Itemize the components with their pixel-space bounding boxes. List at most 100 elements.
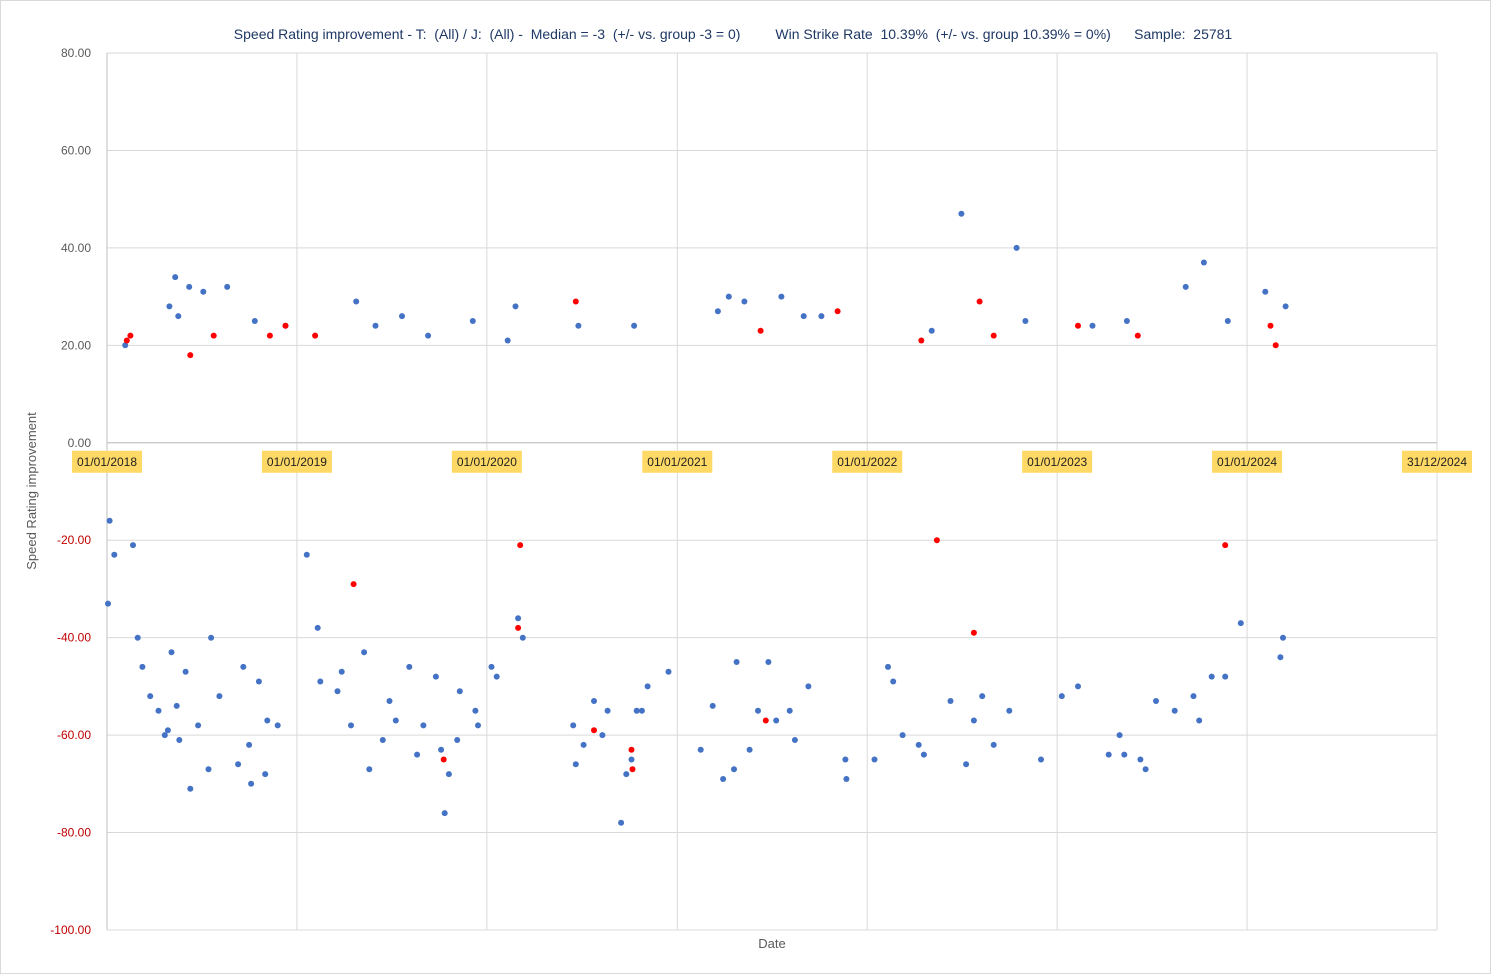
runner-point	[1171, 707, 1178, 714]
x-tick-label: 01/01/2022	[837, 455, 897, 469]
runner-point	[1200, 259, 1207, 266]
runner-point	[334, 688, 341, 695]
chart-title: Speed Rating improvement - T: (All) / J:…	[234, 26, 1233, 42]
runner-point	[633, 707, 640, 714]
runner-point	[168, 649, 175, 656]
runner-point	[1190, 693, 1197, 700]
runner-point	[731, 766, 737, 773]
runner-point	[1153, 698, 1159, 704]
runner-point	[262, 771, 269, 778]
runner-point	[441, 810, 448, 817]
runner-point	[155, 707, 162, 714]
runner-point	[264, 717, 271, 724]
runner-point	[1121, 751, 1128, 758]
runner-point	[255, 678, 262, 685]
y-tick-label: -100.00	[50, 923, 91, 937]
runner-point	[733, 659, 740, 665]
runner-point	[970, 717, 977, 724]
runner-point	[1224, 318, 1231, 324]
runner-point	[493, 673, 500, 680]
winner-point	[350, 581, 357, 588]
runner-point	[303, 551, 310, 558]
winner-point	[282, 322, 289, 329]
runner-point	[251, 318, 258, 324]
runner-point	[1089, 322, 1096, 329]
y-axis-title: Speed Rating improvement	[24, 412, 39, 570]
x-tick-label-bg	[72, 450, 142, 473]
runner-point	[631, 322, 638, 329]
runner-point	[1280, 634, 1286, 641]
runner-point	[709, 702, 716, 709]
runner-point	[414, 751, 421, 758]
x-tick-label-bg	[1402, 450, 1472, 473]
winner-point	[572, 298, 579, 305]
runner-point	[106, 517, 113, 524]
winner-point	[591, 727, 597, 734]
x-tick-label: 01/01/2024	[1217, 455, 1277, 469]
runner-point	[990, 741, 997, 748]
data-points	[105, 210, 1289, 826]
runner-point	[915, 741, 922, 748]
runner-point	[618, 819, 625, 826]
runner-point	[200, 288, 207, 295]
runner-point	[958, 210, 965, 217]
runner-point	[1282, 303, 1289, 310]
runner-point	[1006, 707, 1013, 714]
runner-point	[741, 298, 748, 305]
runner-point	[130, 542, 136, 549]
x-axis-title: Date	[758, 936, 785, 951]
winner-point	[517, 542, 524, 549]
winner-point	[515, 624, 522, 631]
y-tick-label: 20.00	[61, 338, 91, 352]
x-tick-label-bg	[832, 450, 903, 473]
winner-point	[123, 337, 130, 344]
runner-point	[173, 702, 180, 709]
runner-point	[899, 732, 906, 739]
runner-point	[786, 707, 793, 714]
runner-point	[216, 693, 223, 700]
runner-point	[186, 283, 193, 290]
runner-point	[746, 746, 753, 753]
gridlines	[106, 52, 1438, 931]
runner-point	[665, 668, 672, 675]
runner-point	[240, 663, 247, 670]
runner-point	[399, 313, 405, 320]
x-tick-label-bg	[451, 450, 522, 473]
runner-point	[773, 717, 780, 724]
runner-point	[134, 634, 141, 641]
runner-point	[475, 722, 481, 729]
runner-point	[979, 693, 986, 700]
winner-point	[312, 332, 319, 339]
winner-point	[933, 537, 940, 544]
runner-point	[963, 761, 970, 768]
y-tick-label: 40.00	[61, 241, 91, 255]
runner-point	[778, 293, 785, 300]
runner-point	[725, 293, 732, 300]
runner-point	[1208, 673, 1215, 680]
runner-point	[147, 693, 154, 700]
winner-point	[187, 352, 194, 359]
runner-point	[454, 737, 461, 743]
runner-point	[372, 322, 379, 329]
runner-point	[570, 722, 577, 729]
runner-point	[111, 551, 118, 558]
y-tick-label: 80.00	[61, 46, 91, 60]
runner-point	[1237, 620, 1244, 627]
winner-point	[1075, 322, 1081, 329]
winner-point	[266, 332, 273, 339]
y-tick-label: -80.00	[57, 826, 91, 840]
runner-point	[519, 634, 526, 641]
runner-point	[623, 771, 630, 778]
winner-point	[1272, 342, 1279, 349]
runner-point	[1182, 283, 1189, 290]
runner-point	[445, 771, 452, 778]
runner-point	[176, 737, 183, 743]
runner-point	[1105, 751, 1112, 758]
winner-point	[628, 746, 635, 753]
runner-point	[572, 761, 579, 768]
runner-point	[182, 668, 189, 675]
runner-point	[420, 722, 427, 729]
x-tick-label-bg	[1212, 450, 1283, 473]
runner-point	[1277, 654, 1284, 661]
